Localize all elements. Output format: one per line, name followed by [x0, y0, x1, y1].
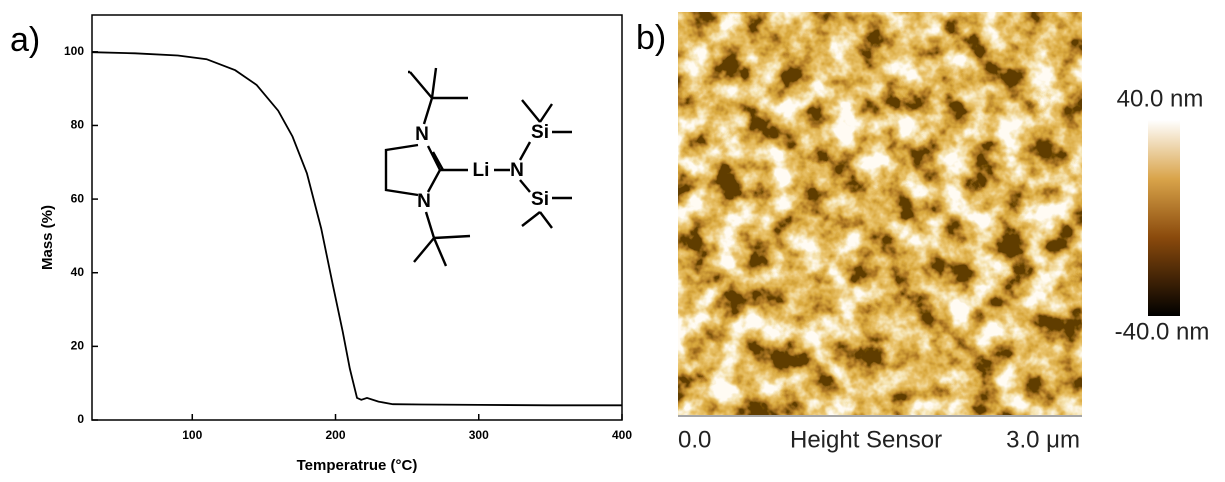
y-tick-label: 0: [77, 412, 84, 426]
atom-label: Si: [531, 122, 549, 143]
afm-x-start: 0.0: [678, 426, 711, 453]
bond: [518, 99, 572, 229]
afm-x-end: 3.0 μm: [1006, 426, 1080, 453]
structure: N N Li N Si Si: [384, 67, 572, 267]
bond: [384, 143, 419, 197]
atom-label: Li: [473, 160, 490, 181]
atom-label: N: [415, 124, 429, 145]
y-tick-label: 40: [71, 265, 85, 279]
x-tick-label: 400: [612, 428, 632, 442]
bond: [408, 67, 468, 125]
color-bar: [1148, 120, 1180, 316]
plot-frame: [91, 14, 623, 421]
atom-label: N: [417, 191, 431, 212]
x-tick-label: 100: [182, 428, 202, 442]
panel-label: a): [10, 21, 40, 59]
x-tick-label: 300: [469, 428, 489, 442]
panel-label: b): [636, 19, 666, 57]
y-tick-label: 20: [71, 339, 85, 353]
color-bar-max: 40.0 nm: [1117, 85, 1204, 112]
y-tick-label: 60: [71, 191, 85, 205]
afm-image: [678, 12, 1082, 415]
y-tick-label: 80: [71, 118, 85, 132]
line: [91, 51, 622, 407]
color-bar-min: -40.0 nm: [1115, 318, 1210, 345]
atom-label: N: [510, 160, 524, 181]
bond: [413, 211, 471, 267]
x-axis-label: Temperatrue (°C): [297, 457, 418, 474]
y-tick-label: 100: [64, 44, 84, 58]
x-tick-label: 200: [325, 428, 345, 442]
atom-label: Si: [531, 189, 549, 210]
y-axis-label: Mass (%): [39, 205, 56, 270]
plot: 0 20 40 60 80 100 100 200 300 400 Temperatrue (°C)…: [39, 14, 632, 474]
afm-channel: Height Sensor: [790, 426, 942, 453]
